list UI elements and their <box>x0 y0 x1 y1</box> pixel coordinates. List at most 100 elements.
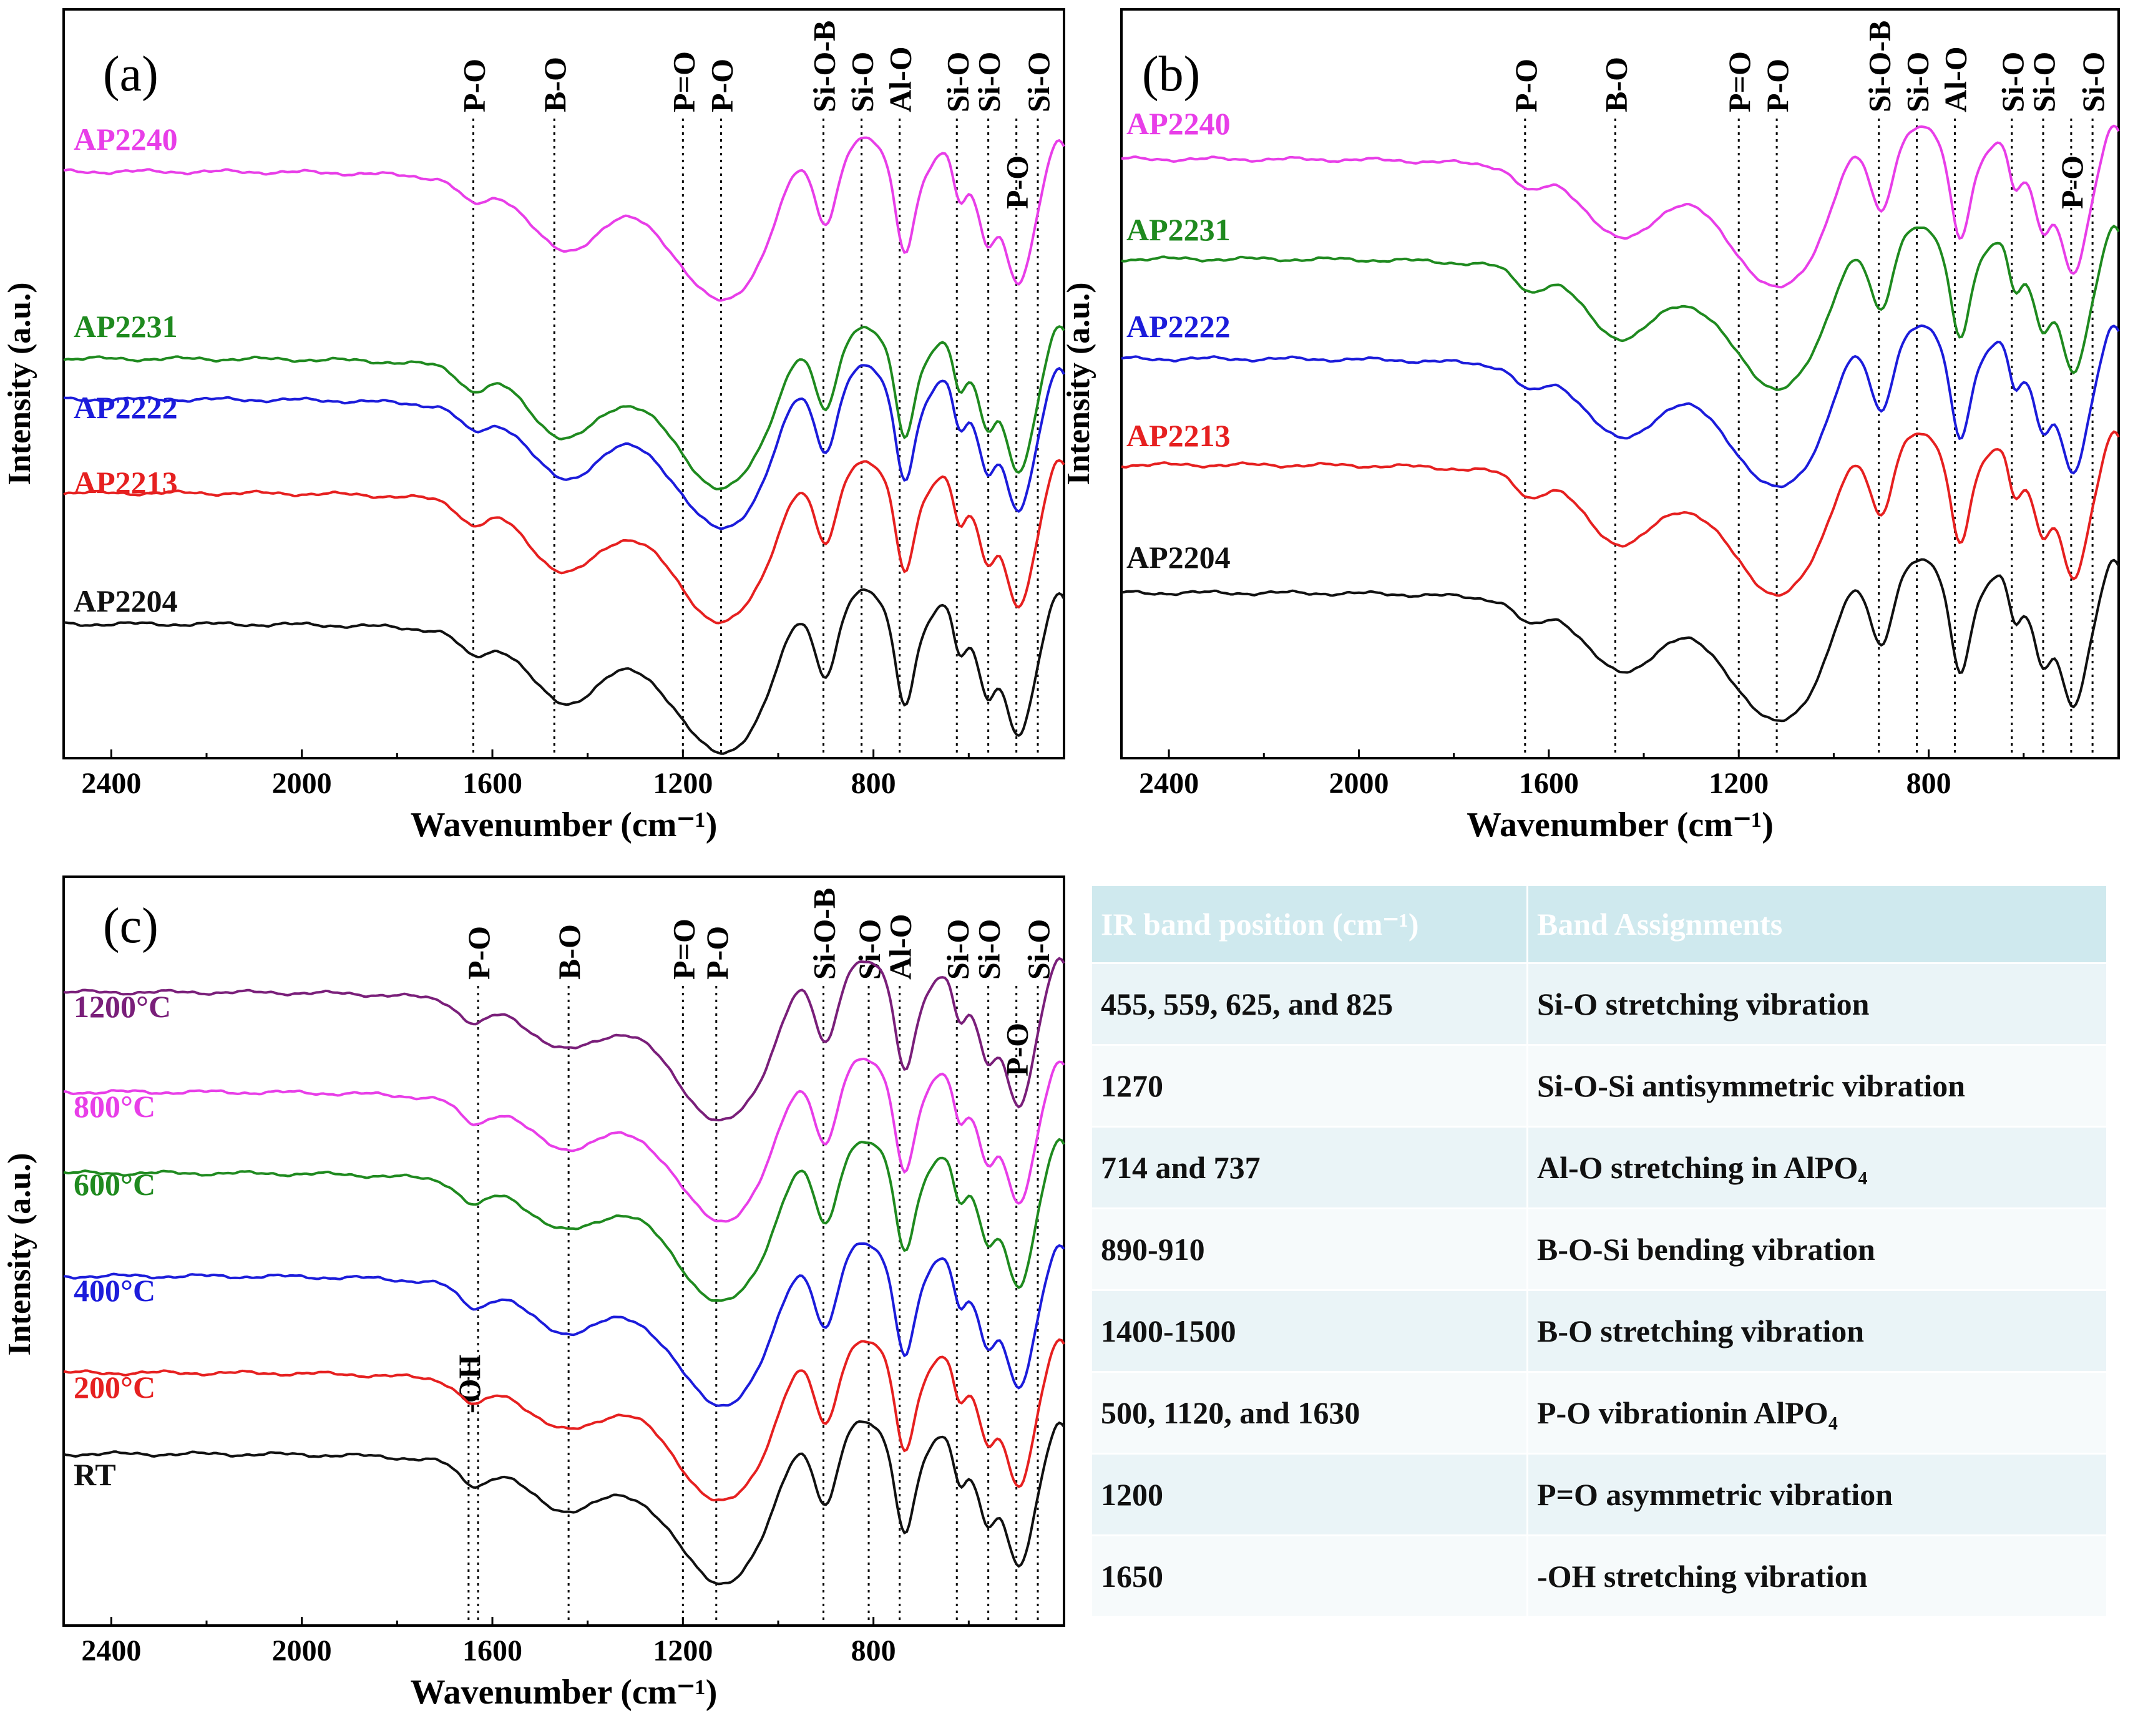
spectrum-line <box>63 957 1065 1122</box>
panel-label: (c) <box>103 899 159 953</box>
table-row: 455, 559, 625, and 825 Si-O stretching v… <box>1092 962 2106 1045</box>
series-label: AP2231 <box>1126 212 1231 247</box>
spectrum-line <box>1121 324 2120 489</box>
table-header-cell: Band Assignments <box>1527 886 2106 963</box>
band-label: B-O <box>552 924 587 980</box>
series-label: AP2204 <box>74 583 178 618</box>
x-tick-label: 1600 <box>462 1634 522 1667</box>
band-label: B-O <box>537 57 572 112</box>
x-tick-label: 2000 <box>1329 767 1389 800</box>
band-label: Si-O <box>972 52 1007 112</box>
y-axis-label: Intensity (a.u.) <box>2 282 37 485</box>
band-label: Si-O-B <box>807 888 842 980</box>
band-label: Si-O <box>1995 52 2030 112</box>
series-label: 400°C <box>74 1273 155 1308</box>
band-label: P-O <box>1760 59 1795 112</box>
spectrum-line <box>1121 430 2120 597</box>
x-tick-label: 1200 <box>1709 767 1769 800</box>
spectrum-line <box>63 1338 1065 1502</box>
spectrum-line <box>1121 558 2120 723</box>
band-label: P-O <box>704 59 739 112</box>
band-label: P-O <box>1508 59 1543 112</box>
series-label: AP2240 <box>1126 106 1231 141</box>
x-tick-label: 2000 <box>272 767 332 800</box>
x-axis-label: Wavenumber (cm⁻¹) <box>1467 806 1774 844</box>
table-row: 1270 Si-O-Si antisymmetric vibration <box>1092 1044 2106 1127</box>
band-label: Al-O <box>883 46 918 112</box>
x-tick-label: 800 <box>851 767 896 800</box>
plot-frame <box>62 8 1065 759</box>
series-label: AP2213 <box>1126 418 1231 453</box>
band-label: P=O <box>666 919 701 980</box>
band-label: Al-O <box>883 914 918 980</box>
band-label: Si-O-B <box>807 21 842 112</box>
table-cell: Al-O stretching in AlPO₄ <box>1527 1126 2106 1209</box>
spectrum-line <box>1121 224 2120 391</box>
table-row: 890-910 B-O-Si bending vibration <box>1092 1207 2106 1290</box>
table-cell: Si-O stretching vibration <box>1527 962 2106 1045</box>
table-cell: 1270 <box>1092 1044 1528 1127</box>
band-label: P=O <box>666 51 701 112</box>
x-tick-label: 1200 <box>653 767 713 800</box>
band-label: Si-O <box>940 919 975 980</box>
panel-label: (b) <box>1142 47 1200 102</box>
spectrum-line <box>63 588 1065 755</box>
table-cell: 1400-1500 <box>1092 1289 1528 1372</box>
y-axis-label: Intensity (a.u.) <box>2 1153 37 1355</box>
spectrum-line <box>1121 124 2120 289</box>
x-tick-label: 2400 <box>81 767 141 800</box>
table-row: 1400-1500 B-O stretching vibration <box>1092 1289 2106 1372</box>
spectrum-line <box>63 1057 1065 1223</box>
spectrum-line <box>63 1138 1065 1302</box>
series-label: 600°C <box>74 1167 155 1202</box>
band-label: Si-O <box>1021 919 1056 980</box>
x-tick-label: 2400 <box>81 1634 141 1667</box>
band-label: P-O <box>461 926 496 980</box>
table-cell: 1650 <box>1092 1534 1528 1616</box>
x-tick-label: 1600 <box>1519 767 1579 800</box>
band-label: Al-O <box>1938 46 1973 112</box>
y-axis-label: Intensity (a.u.) <box>1061 282 1096 485</box>
x-tick-label: 1200 <box>653 1634 713 1667</box>
plot-frame <box>62 875 1065 1627</box>
x-tick-label: 2000 <box>272 1634 332 1667</box>
band-label: Si-O <box>2076 52 2111 112</box>
table-row: 500, 1120, and 1630 P-O vibrationin AlPO… <box>1092 1371 2106 1454</box>
table-cell: 500, 1120, and 1630 <box>1092 1371 1528 1454</box>
table-cell: B-O stretching vibration <box>1527 1289 2106 1372</box>
table-row: 714 and 737 Al-O stretching in AlPO₄ <box>1092 1126 2106 1209</box>
band-label: Si-O <box>1021 52 1056 112</box>
band-label: P-O <box>1000 155 1035 209</box>
band-assignment-table: IR band position (cm⁻¹) Band Assignments… <box>1092 886 2106 1616</box>
band-label: Si-O <box>2026 52 2061 112</box>
table-row: 1650 -OH stretching vibration <box>1092 1534 2106 1616</box>
table-row: 1200 P=O asymmetric vibration <box>1092 1453 2106 1536</box>
table-cell: Si-O-Si antisymmetric vibration <box>1527 1044 2106 1127</box>
band-label: P-O <box>456 59 491 112</box>
x-tick-label: 1600 <box>462 767 522 800</box>
series-label: 1200°C <box>74 989 171 1024</box>
band-label: Si-O <box>972 919 1007 980</box>
band-label: B-O <box>1598 57 1633 112</box>
table-cell: 890-910 <box>1092 1207 1528 1290</box>
table-cell: P=O asymmetric vibration <box>1527 1453 2106 1536</box>
table-cell: P-O vibrationin AlPO₄ <box>1527 1371 2106 1454</box>
x-axis-label: Wavenumber (cm⁻¹) <box>411 806 718 844</box>
series-label: AP2222 <box>1126 309 1231 344</box>
x-tick-label: 800 <box>851 1634 896 1667</box>
band-label: Si-O <box>940 52 975 112</box>
series-label: AP2213 <box>74 465 178 500</box>
series-label: AP2204 <box>1126 540 1231 575</box>
table-cell: 1200 <box>1092 1453 1528 1536</box>
table-header-row: IR band position (cm⁻¹) Band Assignments <box>1092 886 2106 963</box>
series-label: AP2231 <box>74 309 178 344</box>
series-label: AP2240 <box>74 122 178 157</box>
table-header-cell: IR band position (cm⁻¹) <box>1092 886 1528 963</box>
band-label: Si-O <box>845 52 880 112</box>
series-label: RT <box>74 1457 116 1492</box>
x-tick-label: 2400 <box>1139 767 1199 800</box>
series-label: 800°C <box>74 1089 155 1124</box>
band-label: P-O <box>700 926 735 980</box>
spectrum-line <box>63 136 1065 302</box>
